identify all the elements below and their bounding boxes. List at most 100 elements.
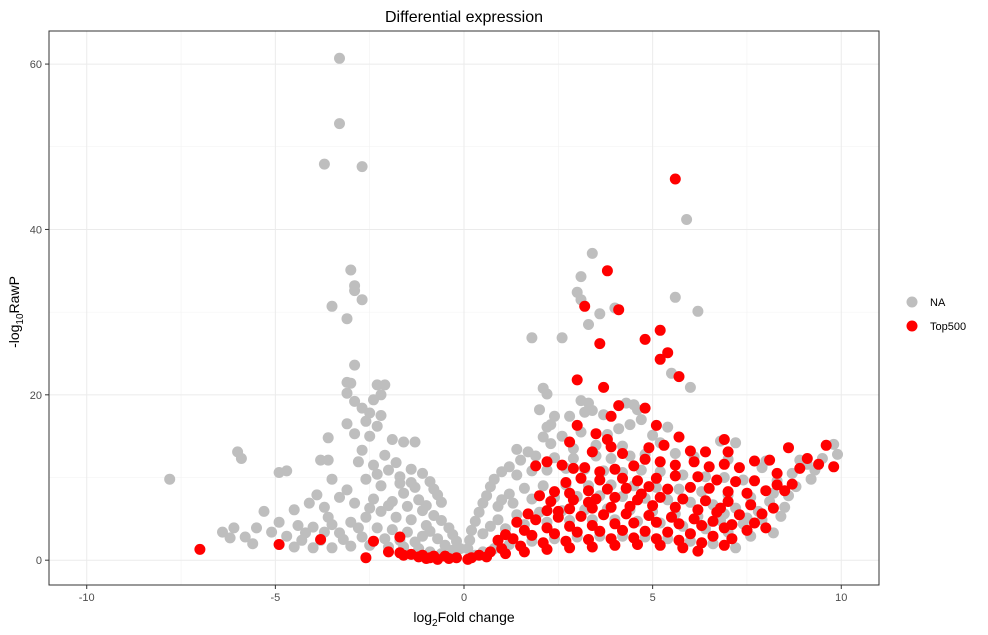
data-point-top500	[801, 453, 813, 464]
data-point-top500	[579, 300, 591, 312]
data-point-top500	[650, 516, 662, 528]
data-point-na	[484, 520, 496, 532]
data-point-top500	[601, 483, 613, 495]
data-point-na	[334, 491, 345, 503]
data-point-top500	[707, 530, 719, 542]
data-point-na	[266, 526, 278, 538]
data-point-na	[541, 464, 553, 476]
data-point-na	[405, 463, 417, 475]
data-point-top500	[820, 439, 832, 451]
data-point-top500	[541, 505, 553, 517]
data-point-na	[360, 415, 372, 427]
data-point-top500	[654, 491, 666, 503]
data-point-na	[681, 214, 693, 225]
data-point-top500	[571, 419, 583, 431]
data-point-top500	[650, 472, 662, 484]
data-point-na	[507, 497, 519, 509]
data-point-top500	[707, 515, 719, 527]
data-point-na	[669, 291, 681, 303]
data-point-top500	[628, 460, 640, 472]
x-tick-label: -10	[79, 592, 95, 604]
data-point-na	[730, 542, 742, 554]
data-point-na	[390, 457, 402, 469]
data-point-top500	[564, 436, 576, 448]
data-point-top500	[507, 533, 519, 545]
data-point-na	[352, 456, 364, 468]
data-point-na	[288, 541, 300, 553]
data-point-top500	[368, 535, 379, 547]
data-point-na	[273, 516, 285, 528]
data-point-top500	[647, 500, 659, 512]
x-tick-label: -5	[270, 592, 280, 604]
data-point-top500	[609, 491, 621, 503]
data-point-na	[224, 532, 236, 544]
data-point-na	[567, 453, 579, 464]
data-point-top500	[783, 442, 794, 454]
data-point-na	[473, 506, 485, 518]
x-tick-label: 0	[461, 592, 467, 604]
data-point-na	[556, 430, 568, 442]
data-point-top500	[613, 304, 625, 316]
data-point-na	[779, 501, 791, 513]
data-point-top500	[639, 525, 651, 537]
data-point-na	[288, 504, 300, 516]
data-point-top500	[669, 173, 681, 185]
data-point-na	[235, 453, 247, 464]
data-point-top500	[549, 528, 560, 540]
data-point-top500	[609, 463, 621, 475]
data-point-na	[496, 466, 508, 478]
chart-title: Differential expression	[385, 9, 543, 26]
data-point-top500	[617, 524, 628, 536]
data-point-na	[575, 271, 587, 283]
data-point-na	[307, 521, 319, 533]
data-point-na	[662, 421, 674, 433]
data-point-top500	[632, 475, 643, 487]
data-point-na	[341, 418, 353, 430]
x-axis-title: log2Fold change	[413, 609, 515, 629]
data-point-na	[477, 497, 489, 509]
x-tick-label: 10	[835, 592, 847, 604]
data-point-na	[228, 522, 240, 534]
data-point-top500	[526, 529, 538, 541]
data-point-top500	[586, 541, 598, 553]
data-point-na	[318, 158, 330, 170]
data-point-na	[356, 161, 368, 173]
data-point-na	[345, 540, 357, 552]
data-point-na	[379, 449, 391, 461]
data-point-na	[484, 481, 496, 493]
data-point-na	[368, 459, 379, 471]
data-point-na	[379, 533, 391, 545]
data-point-top500	[605, 410, 617, 422]
data-point-na	[405, 514, 417, 526]
data-point-na	[247, 538, 259, 550]
data-point-top500	[420, 553, 432, 564]
data-point-top500	[541, 543, 553, 555]
data-point-top500	[639, 402, 651, 414]
top500-series-points	[194, 173, 840, 565]
data-point-na	[379, 379, 391, 391]
data-point-na	[684, 381, 696, 393]
data-point-na	[466, 524, 477, 536]
data-point-top500	[567, 462, 579, 474]
data-point-top500	[745, 499, 757, 511]
data-point-top500	[703, 482, 715, 494]
data-point-na	[322, 454, 334, 466]
data-point-top500	[398, 549, 410, 561]
data-point-top500	[718, 434, 730, 445]
data-point-top500	[741, 487, 753, 499]
data-point-top500	[632, 539, 643, 550]
data-point-na	[341, 387, 353, 399]
data-point-top500	[673, 518, 685, 530]
data-point-na	[375, 505, 387, 517]
data-point-top500	[443, 553, 455, 564]
data-point-top500	[650, 419, 662, 431]
data-point-top500	[541, 456, 553, 468]
data-point-top500	[511, 516, 523, 528]
major-gridlines	[49, 31, 879, 585]
data-point-na	[390, 511, 402, 523]
data-point-top500	[733, 462, 745, 474]
data-point-na	[303, 497, 315, 509]
data-point-na	[368, 394, 379, 406]
y-axis-title: -log10RawP	[6, 276, 26, 348]
data-point-top500	[383, 546, 394, 558]
